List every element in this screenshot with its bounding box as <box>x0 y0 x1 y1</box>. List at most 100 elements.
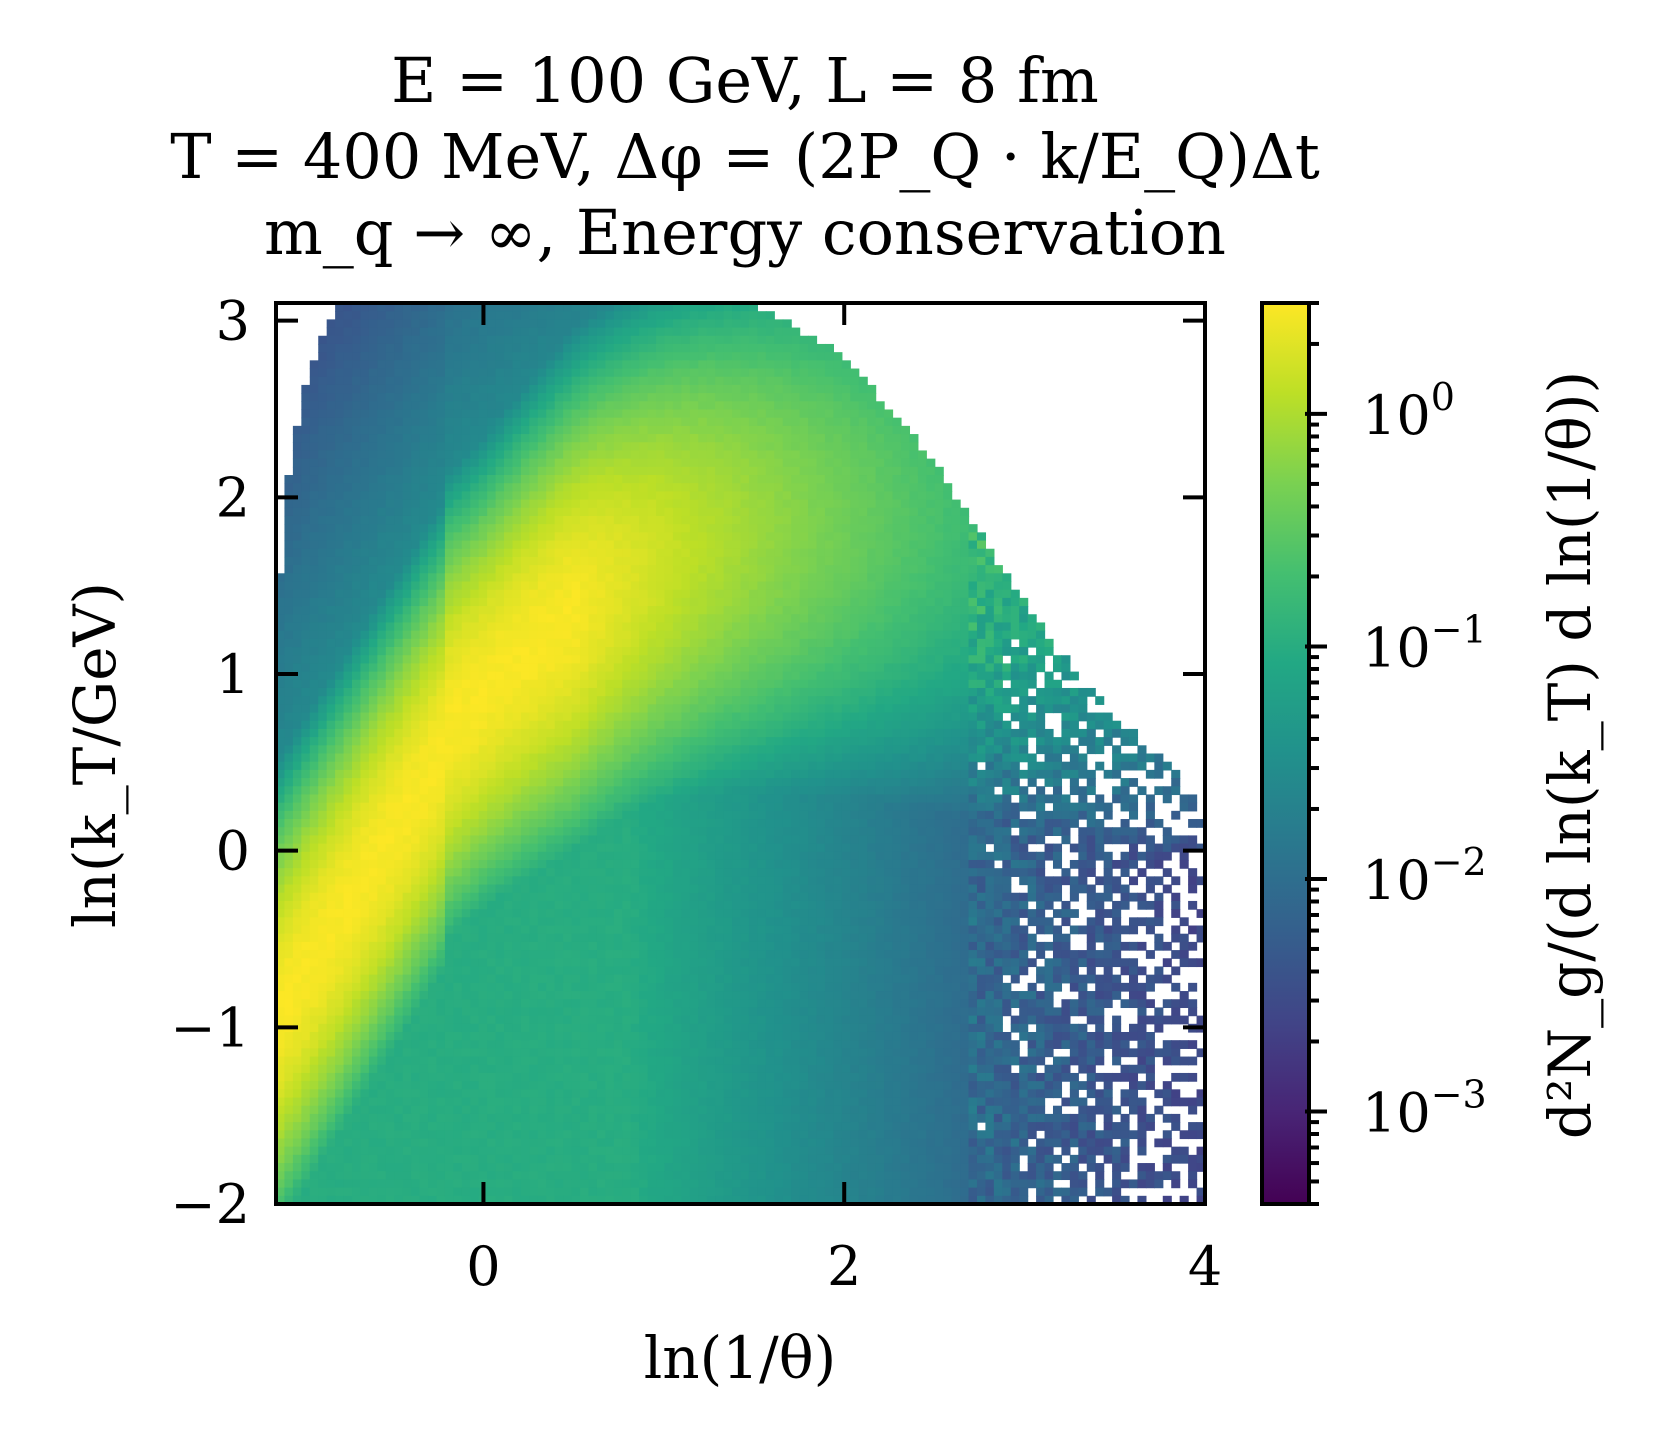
heatmap-cell <box>326 499 336 509</box>
heatmap-cell <box>318 958 328 968</box>
heatmap-cell <box>630 303 640 312</box>
heatmap-cell <box>453 827 463 837</box>
heatmap-cell <box>444 581 454 591</box>
heatmap-cell <box>428 950 438 959</box>
heatmap-cell <box>402 581 412 591</box>
heatmap-cell <box>495 491 505 501</box>
heatmap-cell <box>428 515 438 525</box>
heatmap-cell <box>470 884 480 894</box>
heatmap-cell <box>385 565 395 574</box>
heatmap-cell <box>546 597 556 607</box>
heatmap-cell <box>419 909 429 918</box>
heatmap-cell <box>335 442 345 452</box>
heatmap-cell <box>377 638 387 648</box>
heatmap-cell <box>419 1138 429 1148</box>
heatmap-cell <box>453 614 463 624</box>
heatmap-cell <box>512 327 522 337</box>
heatmap-cell <box>613 1015 623 1025</box>
heatmap-cell <box>571 884 581 894</box>
heatmap-cell <box>385 827 395 837</box>
heatmap-cell <box>630 876 640 886</box>
heatmap-cell <box>309 909 319 918</box>
heatmap-cell <box>343 794 353 804</box>
heatmap-cell <box>478 991 488 1000</box>
heatmap-cell <box>428 1064 438 1074</box>
heatmap-cell <box>504 1138 514 1148</box>
heatmap-cell <box>292 597 302 607</box>
heatmap-cell <box>352 753 362 763</box>
heatmap-cell <box>647 638 657 648</box>
heatmap-cell <box>504 442 514 452</box>
heatmap-cell <box>377 794 387 804</box>
heatmap-cell <box>276 761 286 771</box>
heatmap-cell <box>571 524 581 533</box>
heatmap-cell <box>580 556 590 566</box>
heatmap-cell <box>461 1031 471 1041</box>
heatmap-cell <box>419 1154 429 1164</box>
heatmap-cell <box>360 753 370 763</box>
heatmap-cell <box>656 556 666 566</box>
heatmap-cell <box>512 810 522 820</box>
heatmap-cell <box>504 458 514 468</box>
heatmap-cell <box>495 376 505 386</box>
heatmap-cell <box>428 393 438 402</box>
heatmap-cell <box>563 384 573 394</box>
heatmap-cell <box>276 1031 286 1041</box>
heatmap-cell <box>546 663 556 673</box>
heatmap-cell <box>326 475 336 484</box>
title-line-2: T = 400 MeV, Δφ = (2P_Q · k/E_Q)Δt <box>170 120 1320 193</box>
heatmap-cell <box>318 868 328 877</box>
heatmap-cell <box>436 728 446 738</box>
heatmap-cell <box>326 360 336 370</box>
heatmap-cell <box>630 704 640 714</box>
heatmap-cell <box>343 581 353 591</box>
heatmap-cell <box>385 483 395 492</box>
heatmap-cell <box>453 728 463 738</box>
heatmap-cell <box>588 393 598 402</box>
heatmap-cell <box>428 712 438 722</box>
heatmap-cell <box>335 573 345 583</box>
heatmap-cell <box>580 786 590 796</box>
heatmap-cell <box>377 1113 387 1123</box>
heatmap-cell <box>622 515 632 525</box>
heatmap-cell <box>444 1064 454 1074</box>
heatmap-cell <box>639 1113 649 1123</box>
heatmap-cell <box>385 810 395 820</box>
heatmap-cell <box>656 442 666 452</box>
heatmap-cell <box>571 1130 581 1140</box>
heatmap-cell <box>419 507 429 517</box>
heatmap-cell <box>571 614 581 624</box>
heatmap-cell <box>377 1097 387 1107</box>
heatmap-cell <box>605 1072 615 1082</box>
heatmap-cell <box>571 622 581 632</box>
heatmap-cell <box>529 843 539 853</box>
heatmap-cell <box>639 319 649 329</box>
heatmap-cell <box>377 991 387 1000</box>
heatmap-cell <box>588 704 598 714</box>
heatmap-cell <box>613 1163 623 1172</box>
heatmap-cell <box>402 573 412 583</box>
heatmap-cell <box>352 515 362 525</box>
heatmap-cell <box>630 1105 640 1115</box>
heatmap-cell <box>512 720 522 730</box>
heatmap-cell <box>546 327 556 337</box>
heatmap-cell <box>529 663 539 673</box>
heatmap-cell <box>352 622 362 632</box>
heatmap-cell <box>546 974 556 984</box>
heatmap-cell <box>622 712 632 722</box>
heatmap-cell <box>580 507 590 517</box>
heatmap-cell <box>368 507 378 517</box>
heatmap-cell <box>301 876 311 886</box>
heatmap-cell <box>647 663 657 673</box>
heatmap-cell <box>352 1097 362 1107</box>
heatmap-cell <box>419 384 429 394</box>
heatmap-cell <box>360 778 370 787</box>
heatmap-cell <box>546 810 556 820</box>
heatmap-cell <box>529 458 539 468</box>
heatmap-cell <box>588 802 598 812</box>
heatmap-cell <box>512 941 522 951</box>
heatmap-cell <box>402 835 412 845</box>
heatmap-cell <box>377 728 387 738</box>
heatmap-cell <box>563 303 573 312</box>
heatmap-cell <box>613 769 623 779</box>
